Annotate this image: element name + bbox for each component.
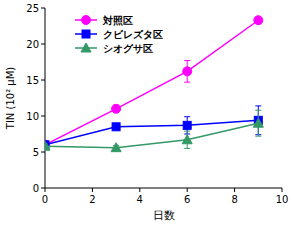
y-tick-label: 15 bbox=[26, 75, 39, 86]
error-cap bbox=[184, 116, 190, 117]
error-cap bbox=[184, 60, 190, 61]
y-tick-label: 0 bbox=[33, 183, 39, 194]
y-tick bbox=[41, 80, 45, 81]
point bbox=[45, 140, 50, 149]
y-tick-label: 20 bbox=[26, 39, 39, 50]
y-tick bbox=[41, 44, 45, 45]
legend-label: シオグサ区 bbox=[103, 43, 153, 54]
y-axis bbox=[45, 8, 46, 188]
y-tick bbox=[41, 188, 45, 189]
y-tick-label: 5 bbox=[33, 147, 39, 158]
x-axis bbox=[45, 188, 282, 189]
y-tick bbox=[41, 152, 45, 153]
x-tick-label: 0 bbox=[42, 194, 48, 205]
x-tick-label: 10 bbox=[276, 194, 289, 205]
x-axis-label: 日数 bbox=[153, 209, 175, 222]
x-tick-label: 4 bbox=[137, 194, 143, 205]
x-tick bbox=[92, 188, 93, 192]
y-tick bbox=[41, 116, 45, 117]
legend-label: 対照区 bbox=[102, 15, 133, 26]
x-tick bbox=[187, 188, 188, 192]
error-cap bbox=[184, 82, 190, 83]
x-tick-label: 6 bbox=[184, 194, 190, 205]
point bbox=[253, 118, 263, 127]
point bbox=[112, 104, 121, 113]
y-tick bbox=[41, 8, 45, 9]
legend-marker bbox=[82, 30, 90, 38]
plot-area bbox=[45, 16, 263, 152]
x-tick-label: 2 bbox=[89, 194, 95, 205]
series-line bbox=[45, 123, 258, 147]
error-cap bbox=[184, 131, 190, 132]
chart: 0 2 4 6 8 10 0 5 10 15 20 25 日数 TIN (10² μM) 対照区クビレズタ区… bbox=[0, 0, 300, 230]
x-tick-label: 8 bbox=[231, 194, 237, 205]
point bbox=[183, 67, 192, 76]
y-tick-label: 25 bbox=[26, 3, 39, 14]
error-bar bbox=[184, 117, 190, 134]
point bbox=[112, 123, 120, 131]
x-tick bbox=[45, 188, 46, 192]
y-axis-label: TIN (10² μM) bbox=[5, 67, 16, 131]
legend-marker bbox=[82, 16, 91, 25]
point bbox=[254, 16, 263, 25]
legend-marker bbox=[81, 43, 91, 52]
point bbox=[183, 121, 191, 129]
error-cap bbox=[255, 105, 261, 106]
legend: 対照区クビレズタ区シオグサ区 bbox=[75, 15, 163, 54]
error-cap bbox=[255, 110, 261, 111]
point bbox=[182, 135, 192, 144]
x-tick bbox=[282, 188, 283, 192]
error-cap bbox=[255, 136, 261, 137]
legend-label: クビレズタ区 bbox=[103, 29, 163, 40]
y-tick-label: 10 bbox=[26, 111, 39, 122]
x-tick bbox=[139, 188, 140, 192]
series-line bbox=[45, 120, 258, 144]
series-line bbox=[45, 20, 258, 145]
point bbox=[111, 143, 121, 152]
point bbox=[45, 141, 50, 150]
error-cap bbox=[184, 148, 190, 149]
x-tick bbox=[234, 188, 235, 192]
